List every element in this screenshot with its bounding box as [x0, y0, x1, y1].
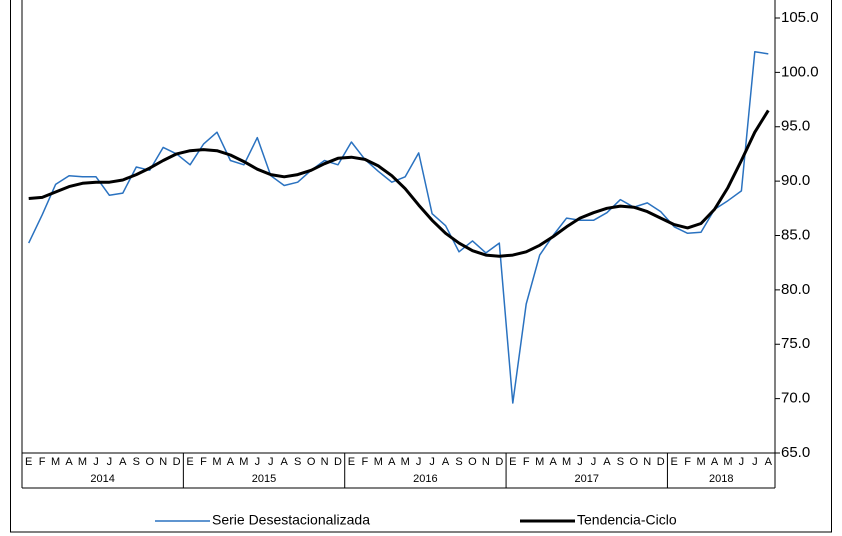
- x-tick-label: A: [281, 456, 289, 468]
- x-group-label: 2018: [709, 473, 733, 485]
- series-line: [28, 109, 770, 258]
- x-tick-label: J: [752, 456, 758, 468]
- x-tick-label: J: [268, 456, 274, 468]
- x-tick-label: D: [657, 456, 665, 468]
- x-tick-label: M: [723, 456, 732, 468]
- x-tick-label: S: [294, 456, 301, 468]
- x-tick-label: J: [93, 456, 99, 468]
- y-tick-label: 100.0: [781, 63, 819, 80]
- x-tick-label: S: [455, 456, 462, 468]
- x-tick-label: D: [173, 456, 181, 468]
- x-group-label: 2016: [413, 473, 437, 485]
- y-tick-label: 85.0: [781, 226, 810, 243]
- x-tick-label: A: [65, 456, 73, 468]
- x-tick-label: S: [133, 456, 140, 468]
- x-tick-label: E: [186, 456, 193, 468]
- x-tick-label: N: [482, 456, 490, 468]
- x-tick-label: J: [107, 456, 113, 468]
- x-tick-label: J: [577, 456, 583, 468]
- y-tick-label: 90.0: [781, 172, 810, 189]
- x-tick-label: M: [239, 456, 248, 468]
- x-tick-label: D: [495, 456, 503, 468]
- x-tick-label: A: [442, 456, 450, 468]
- x-tick-label: A: [603, 456, 611, 468]
- x-tick-label: J: [591, 456, 597, 468]
- x-tick-label: M: [51, 456, 60, 468]
- x-tick-label: A: [711, 456, 719, 468]
- x-group-label: 2015: [252, 473, 276, 485]
- x-group-label: 2014: [90, 473, 114, 485]
- x-tick-label: M: [535, 456, 544, 468]
- x-tick-label: F: [684, 456, 691, 468]
- x-tick-label: F: [200, 456, 207, 468]
- x-tick-label: J: [255, 456, 261, 468]
- x-tick-label: E: [509, 456, 516, 468]
- x-tick-label: M: [212, 456, 221, 468]
- x-tick-label: E: [348, 456, 355, 468]
- x-tick-label: M: [401, 456, 410, 468]
- x-tick-label: J: [416, 456, 422, 468]
- x-tick-label: O: [145, 456, 154, 468]
- x-tick-label: N: [321, 456, 329, 468]
- chart-frame: [10, 0, 832, 533]
- x-tick-label: O: [468, 456, 477, 468]
- x-tick-label: M: [696, 456, 705, 468]
- x-tick-label: M: [374, 456, 383, 468]
- legend-label: Serie Desestacionalizada: [212, 512, 370, 528]
- x-tick-label: N: [159, 456, 167, 468]
- x-tick-label: J: [429, 456, 435, 468]
- x-tick-label: F: [39, 456, 46, 468]
- y-tick-label: 65.0: [781, 444, 810, 461]
- x-tick-label: O: [307, 456, 316, 468]
- x-tick-label: N: [643, 456, 651, 468]
- x-tick-label: M: [78, 456, 87, 468]
- x-tick-label: D: [334, 456, 342, 468]
- y-tick-label: 80.0: [781, 281, 810, 298]
- x-tick-label: S: [617, 456, 624, 468]
- x-tick-label: A: [388, 456, 396, 468]
- y-tick-label: 95.0: [781, 118, 810, 135]
- x-tick-label: E: [25, 456, 32, 468]
- x-tick-label: M: [562, 456, 571, 468]
- x-tick-label: O: [630, 456, 639, 468]
- x-tick-label: A: [765, 456, 773, 468]
- x-tick-label: E: [670, 456, 677, 468]
- y-tick-label: 105.0: [781, 9, 819, 26]
- series-line: [28, 50, 769, 404]
- x-tick-label: A: [549, 456, 557, 468]
- x-group-label: 2017: [575, 473, 599, 485]
- legend-label: Tendencia-Ciclo: [577, 512, 677, 528]
- x-tick-label: F: [362, 456, 369, 468]
- x-tick-label: F: [523, 456, 530, 468]
- x-tick-label: A: [227, 456, 235, 468]
- y-tick-label: 70.0: [781, 390, 810, 407]
- y-tick-label: 75.0: [781, 335, 810, 352]
- x-tick-label: A: [119, 456, 127, 468]
- x-tick-label: J: [739, 456, 745, 468]
